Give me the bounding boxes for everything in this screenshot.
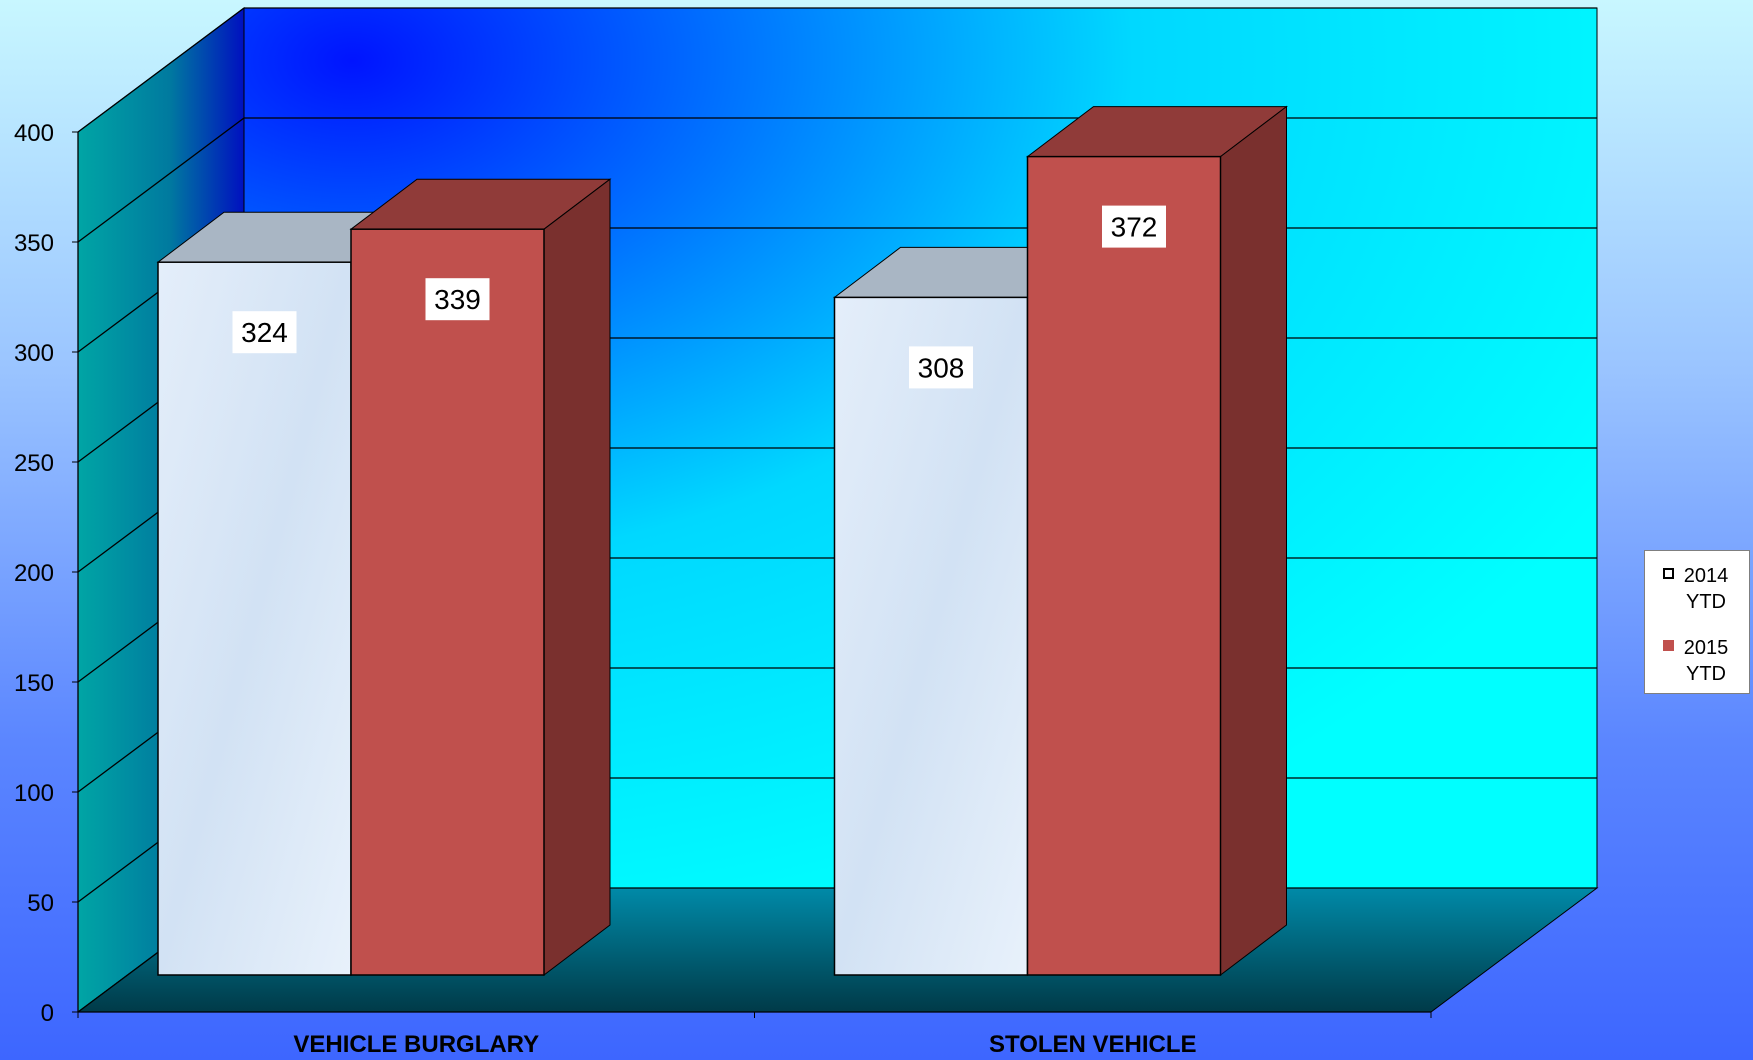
- axes: 0 50 100 150 200 250 300 350 400 VEHICLE BURGLARY…: [14, 120, 1432, 1058]
- data-label-box: [909, 346, 973, 389]
- legend-swatch: [1663, 640, 1674, 651]
- data-label-value: 339: [434, 284, 481, 315]
- bar-front-face: [350, 228, 545, 976]
- bar-2015-0: [349, 178, 612, 977]
- y-tick-label: 300: [14, 340, 54, 367]
- data-label-value: 324: [241, 317, 288, 348]
- x-category-label: STOLEN VEHICLE: [989, 1031, 1197, 1058]
- y-tick-label: 250: [14, 450, 54, 477]
- y-tick-label: 200: [14, 560, 54, 587]
- bar-front-face: [1026, 155, 1222, 976]
- legend-item-2014: 2014 YTD: [1663, 563, 1743, 615]
- y-tick-label: 50: [27, 890, 54, 917]
- y-tick-label: 0: [41, 1000, 54, 1027]
- legend: 2014 YTD 2015 YTD: [1644, 550, 1750, 694]
- bar-side-face: [543, 178, 611, 977]
- data-label-value: 308: [918, 352, 965, 383]
- legend-label: 2014 YTD: [1683, 565, 1729, 613]
- gridline-side: [77, 117, 245, 243]
- data-label-box: [232, 311, 297, 354]
- bar-side-face: [1220, 105, 1287, 977]
- legend-item-2015: 2015 YTD: [1663, 635, 1743, 687]
- data-labels: 324 339 308 372: [232, 205, 1166, 389]
- bar-front-face: [157, 261, 352, 976]
- legend-swatch: [1663, 568, 1674, 579]
- data-label-box: [425, 278, 490, 321]
- data-label: 308: [909, 346, 973, 389]
- y-tick-label: 100: [14, 780, 54, 807]
- bar-2015-1: [1026, 105, 1288, 977]
- data-label: 339: [425, 278, 490, 321]
- y-tick-label: 350: [14, 230, 54, 257]
- bar-front-face: [833, 296, 1029, 976]
- data-label-box: [1102, 205, 1166, 248]
- gridline-side: [77, 7, 245, 133]
- data-label: 372: [1102, 205, 1166, 248]
- x-category-label: VEHICLE BURGLARY: [293, 1031, 539, 1058]
- y-tick-label: 400: [14, 120, 54, 147]
- legend-label: 2015 YTD: [1683, 637, 1729, 685]
- data-label: 324: [232, 311, 297, 354]
- bars: [156, 105, 1288, 977]
- data-label-value: 372: [1111, 212, 1158, 243]
- y-tick-label: 150: [14, 670, 54, 697]
